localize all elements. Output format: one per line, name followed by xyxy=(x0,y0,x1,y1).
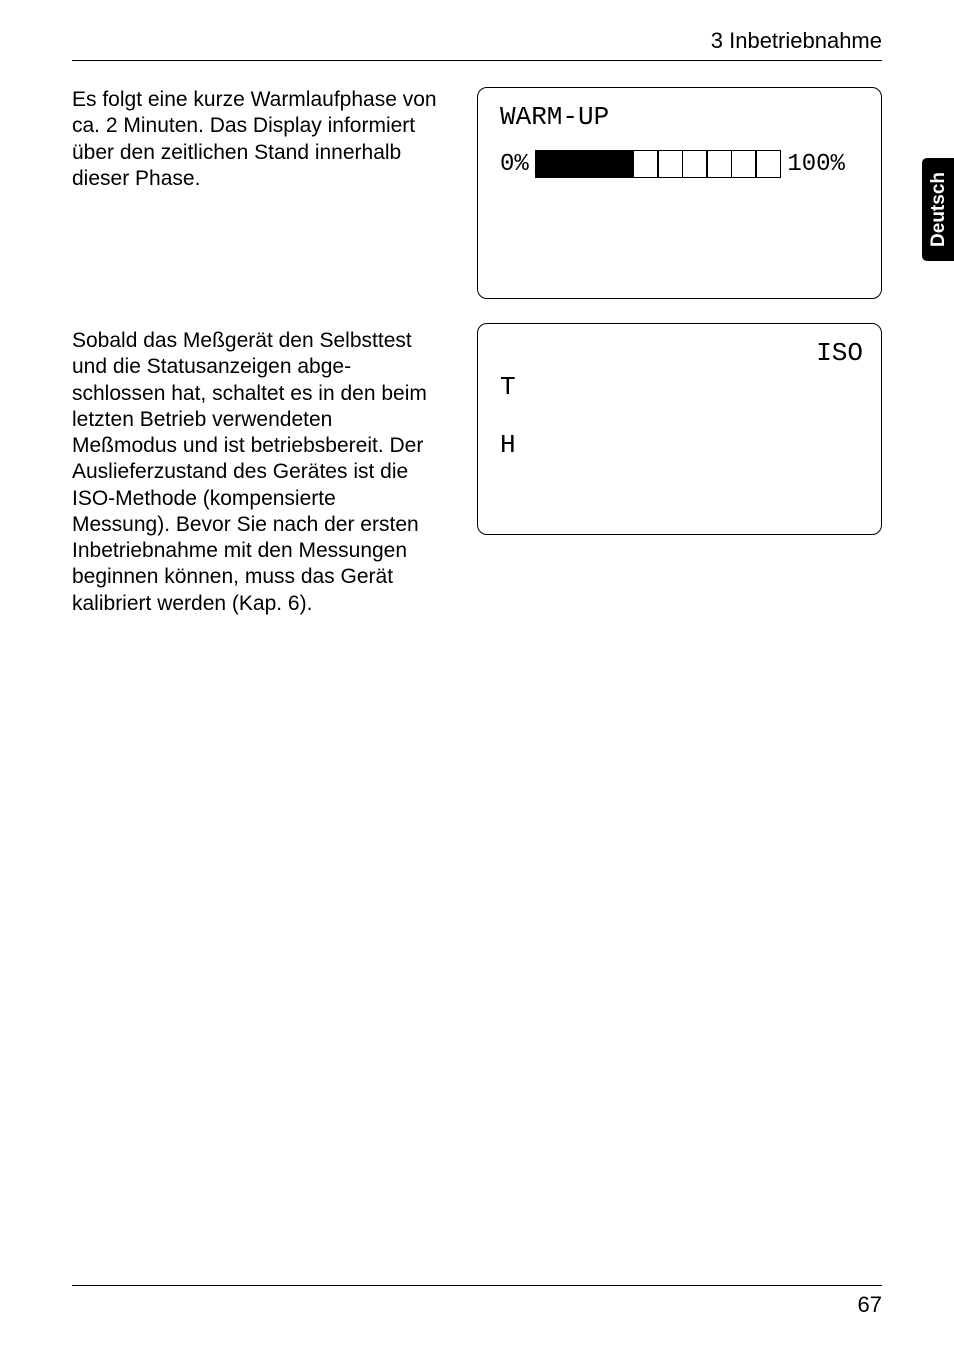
display-warmup-title: WARM-UP xyxy=(500,102,863,132)
page-header: 3 Inbetriebnahme xyxy=(72,28,882,61)
progress-row: 0% 100% xyxy=(500,150,863,178)
paragraph-2: Sobald das Meßgerät den Selbst­test und … xyxy=(72,328,437,617)
progress-label-left: 0% xyxy=(500,151,529,178)
display-ready-line-t: T xyxy=(500,372,863,402)
left-column: Es folgt eine kurze Warmlaufphase von ca… xyxy=(72,87,437,617)
progress-segment xyxy=(706,150,732,178)
progress-segment xyxy=(682,150,708,178)
progress-segment xyxy=(755,150,781,178)
display-warmup: WARM-UP 0% 100% xyxy=(477,87,882,299)
display-ready-line-h: H xyxy=(500,430,863,460)
section-title: 3 Inbetriebnahme xyxy=(711,28,882,53)
content-area: Es folgt eine kurze Warmlaufphase von ca… xyxy=(72,87,882,617)
progress-segment xyxy=(633,150,659,178)
display-ready-mode: ISO xyxy=(500,338,863,368)
progress-segment xyxy=(559,150,585,178)
progress-segment xyxy=(731,150,757,178)
language-tab: Deutsch xyxy=(922,158,954,261)
progress-bar xyxy=(535,150,782,178)
page: 3 Inbetriebnahme Es folgt eine kurze War… xyxy=(0,0,954,1354)
progress-label-right: 100% xyxy=(787,151,845,178)
progress-segment xyxy=(657,150,683,178)
progress-segment xyxy=(608,150,634,178)
page-footer: 67 xyxy=(72,1285,882,1318)
display-ready: ISO T H xyxy=(477,323,882,535)
progress-segment xyxy=(584,150,610,178)
page-number: 67 xyxy=(858,1292,882,1317)
progress-segment xyxy=(535,150,561,178)
right-column: WARM-UP 0% 100% xyxy=(477,87,882,617)
paragraph-1: Es folgt eine kurze Warmlaufphase von ca… xyxy=(72,87,437,192)
